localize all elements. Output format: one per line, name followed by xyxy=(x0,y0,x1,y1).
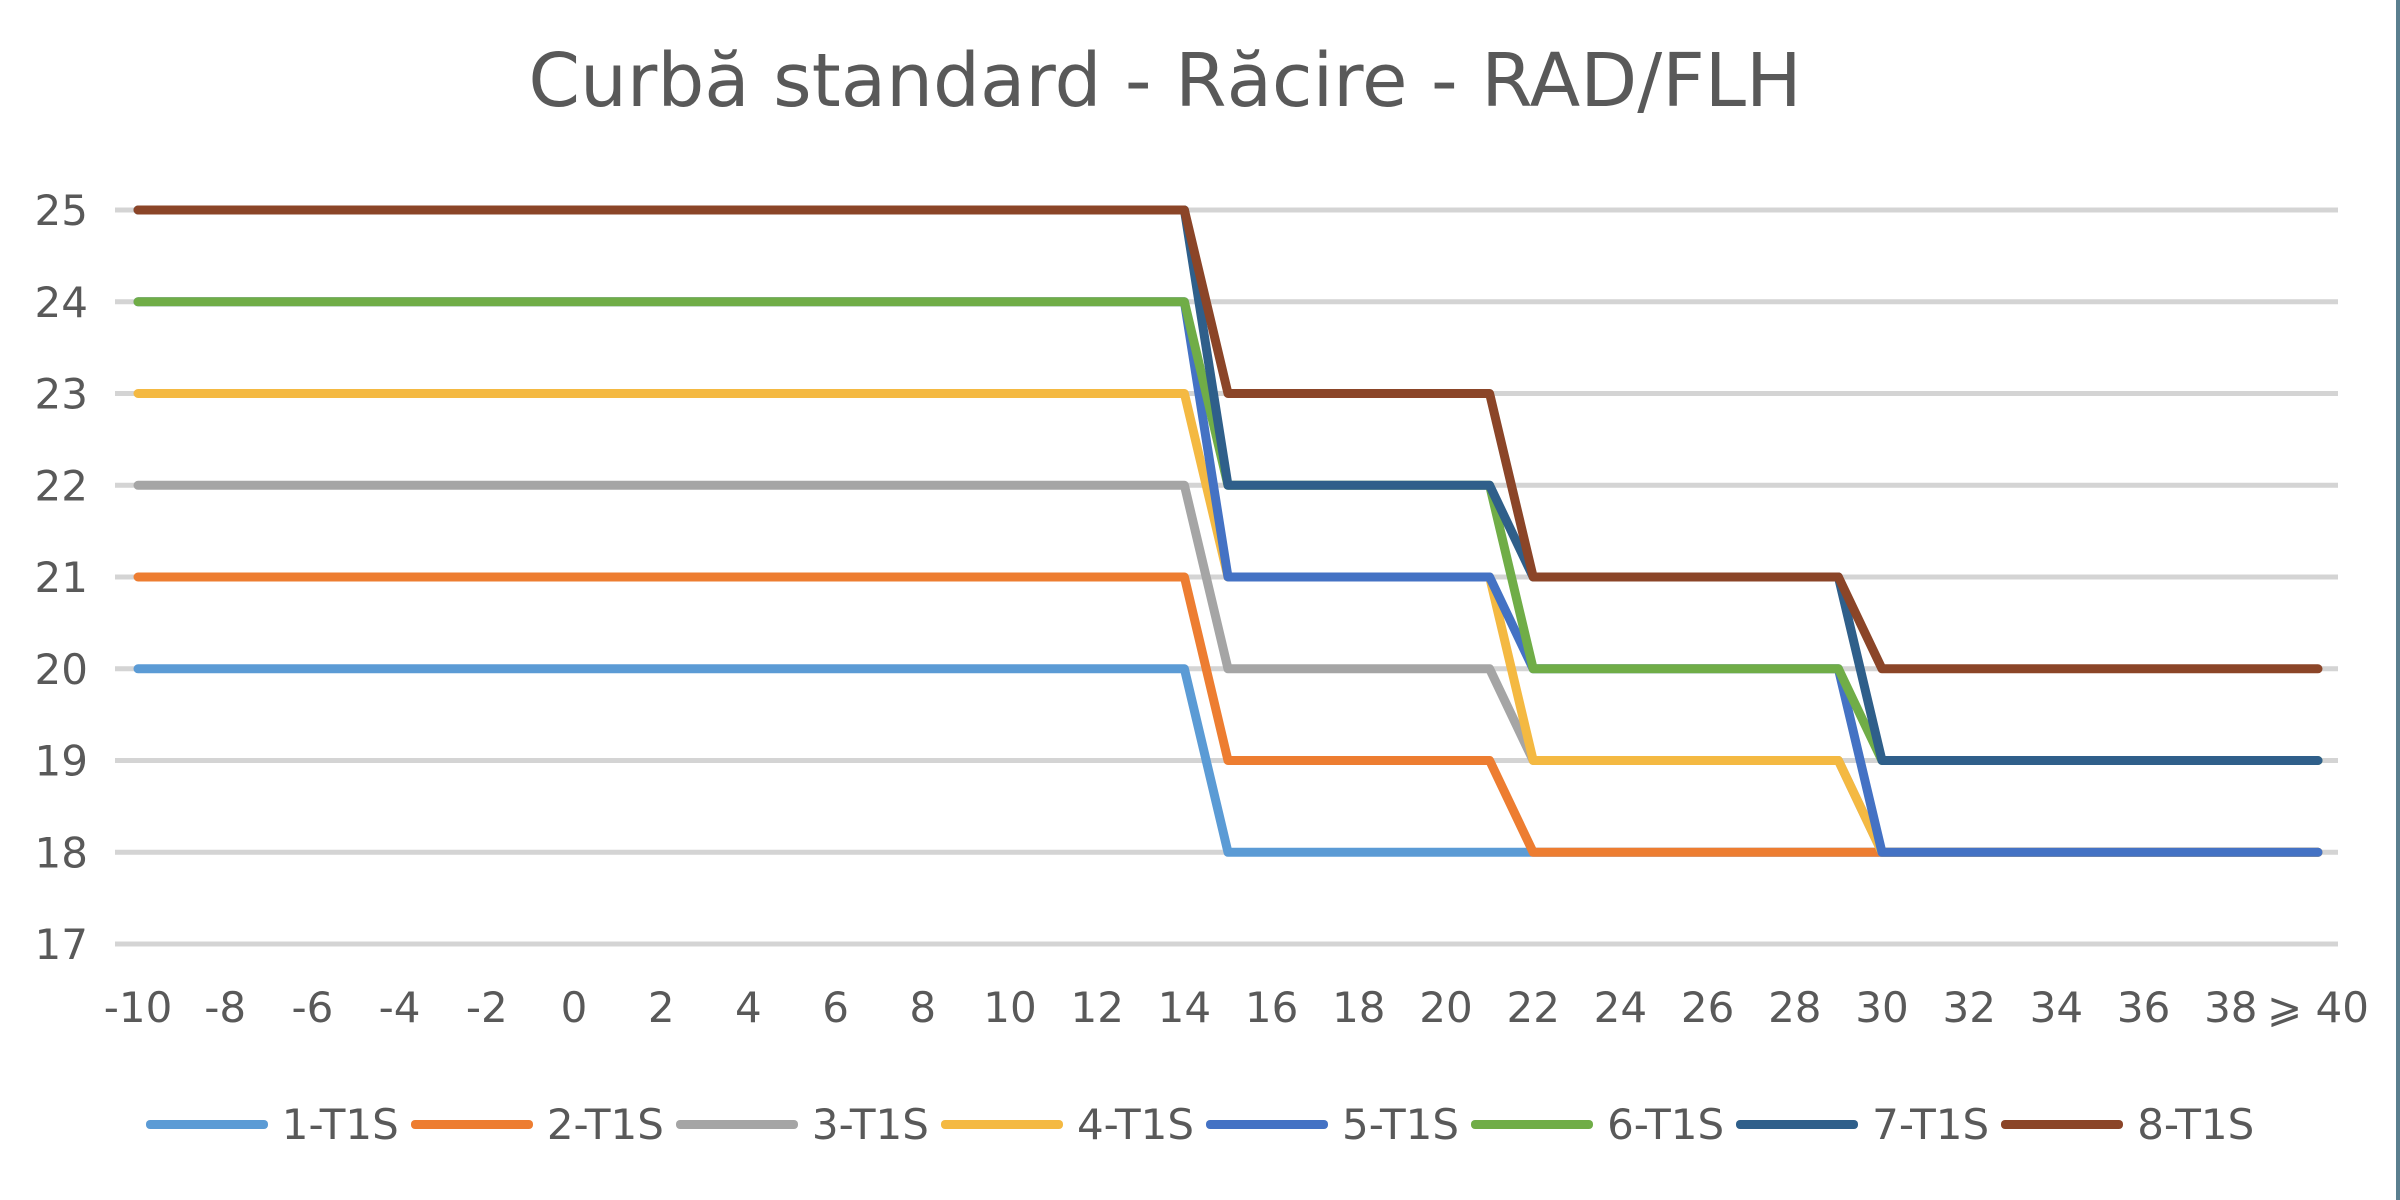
x-tick-label: 38 xyxy=(2204,983,2257,1032)
x-tick-label: 18 xyxy=(1332,983,1385,1032)
y-tick-label: 23 xyxy=(35,370,88,419)
y-tick-label: 24 xyxy=(35,278,88,327)
legend-label: 8-T1S xyxy=(2137,1100,2255,1149)
x-tick-label: 26 xyxy=(1681,983,1734,1032)
y-tick-label: 21 xyxy=(35,553,88,602)
legend-swatch xyxy=(675,1120,798,1129)
y-tick-label: 22 xyxy=(35,461,88,510)
legend-item-4: 4-T1S xyxy=(940,1100,1194,1149)
legend-label: 4-T1S xyxy=(1076,1100,1194,1149)
x-tick-label: 24 xyxy=(1594,983,1647,1032)
legend-label: 5-T1S xyxy=(1342,1100,1460,1149)
y-tick-label: 19 xyxy=(35,737,88,786)
x-tick-label: 6 xyxy=(822,983,849,1032)
x-tick-label: 8 xyxy=(909,983,936,1032)
legend-label: 6-T1S xyxy=(1607,1100,1725,1149)
x-tick-label: 30 xyxy=(1855,983,1908,1032)
x-tick-label: 34 xyxy=(2030,983,2083,1032)
x-tick-label: -8 xyxy=(204,983,246,1032)
legend-label: 7-T1S xyxy=(1872,1100,1990,1149)
x-tick-label: ⩾ 40 xyxy=(2267,983,2369,1032)
legend-item-2: 2-T1S xyxy=(410,1100,664,1149)
window-edge xyxy=(2396,0,2400,1200)
y-tick-label: 18 xyxy=(35,828,88,877)
x-tick-label: 22 xyxy=(1506,983,1559,1032)
legend-item-1: 1-T1S xyxy=(145,1100,399,1149)
x-tick-label: 12 xyxy=(1070,983,1123,1032)
x-tick-label: 16 xyxy=(1245,983,1298,1032)
legend-item-3: 3-T1S xyxy=(675,1100,929,1149)
legend-swatch xyxy=(1471,1120,1594,1129)
y-tick-label: 20 xyxy=(35,645,88,694)
x-tick-label: -6 xyxy=(291,983,333,1032)
y-tick-label: 17 xyxy=(35,920,88,969)
x-axis: -10 -8 -6 -4 -2 0 2 4 6 8 10 12 14 16 18 20 22 24 26 28 30 32… xyxy=(104,983,2369,1032)
legend-swatch xyxy=(2001,1120,2124,1129)
legend-swatch xyxy=(145,1120,268,1129)
legend-label: 2-T1S xyxy=(546,1100,664,1149)
x-tick-label: 14 xyxy=(1158,983,1211,1032)
legend-item-5: 5-T1S xyxy=(1206,1100,1459,1149)
x-tick-label: 10 xyxy=(983,983,1036,1032)
legend-swatch xyxy=(940,1120,1063,1129)
series-line-2 xyxy=(133,572,2323,857)
x-tick-label: -10 xyxy=(104,983,173,1032)
x-tick-label: 32 xyxy=(1942,983,1995,1032)
legend-label: 3-T1S xyxy=(811,1100,929,1149)
legend-swatch xyxy=(1206,1120,1328,1129)
legend-label: 1-T1S xyxy=(281,1100,399,1149)
x-tick-label: -2 xyxy=(466,983,508,1032)
x-tick-label: 28 xyxy=(1768,983,1821,1032)
chart-title: Curbă standard - Răcire - RAD/FLH xyxy=(528,38,1802,124)
x-tick-label: 0 xyxy=(561,983,588,1032)
legend-item-8: 8-T1S xyxy=(2001,1100,2254,1149)
series-lines xyxy=(133,205,2323,857)
x-tick-label: 4 xyxy=(735,983,762,1032)
legend-swatch xyxy=(1736,1120,1859,1129)
y-axis: 17 18 19 20 21 22 23 24 25 xyxy=(35,186,88,969)
y-tick-label: 25 xyxy=(35,186,88,235)
x-tick-label: -4 xyxy=(379,983,421,1032)
series-line-8 xyxy=(133,205,2323,674)
series-line-6 xyxy=(133,297,2323,765)
legend-item-7: 7-T1S xyxy=(1736,1100,1989,1149)
x-tick-label: 20 xyxy=(1419,983,1472,1032)
legend: 1-T1S 2-T1S 3-T1S 4-T1S 5-T1S 6-T1S 7-T1S 8-T1S xyxy=(0,1100,2400,1149)
x-tick-label: 2 xyxy=(648,983,675,1032)
legend-item-6: 6-T1S xyxy=(1471,1100,1724,1149)
legend-swatch xyxy=(410,1120,533,1129)
x-tick-label: 36 xyxy=(2117,983,2170,1032)
